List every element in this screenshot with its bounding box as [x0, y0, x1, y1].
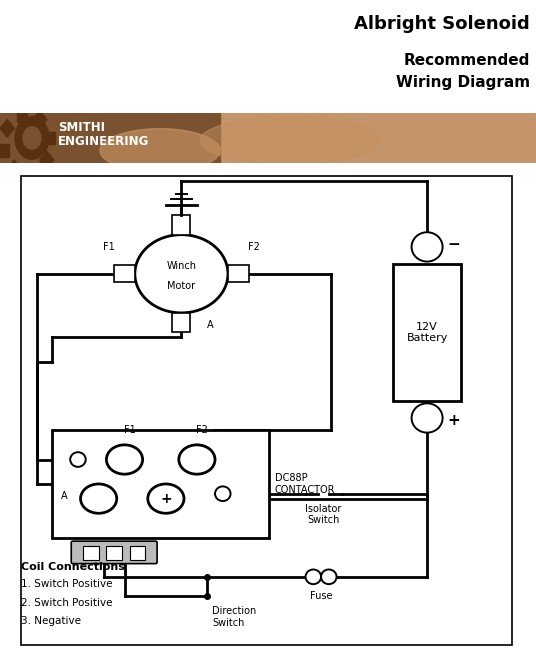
- Bar: [83, 546, 99, 560]
- Text: −: −: [448, 237, 460, 252]
- Ellipse shape: [107, 445, 143, 474]
- Bar: [7, 160, 21, 178]
- Bar: [173, 313, 190, 332]
- Text: +: +: [448, 413, 460, 428]
- Circle shape: [412, 403, 443, 433]
- Text: SMITHI
ENGINEERING: SMITHI ENGINEERING: [58, 121, 150, 148]
- Ellipse shape: [100, 128, 220, 172]
- Text: Fuse: Fuse: [310, 591, 332, 601]
- Circle shape: [306, 569, 321, 584]
- Bar: [17, 109, 27, 122]
- Ellipse shape: [179, 445, 215, 474]
- Text: F2: F2: [196, 425, 208, 435]
- Bar: [40, 151, 54, 169]
- Circle shape: [321, 569, 337, 584]
- Text: Recommended
Wiring Diagram: Recommended Wiring Diagram: [396, 53, 530, 90]
- Text: Motor: Motor: [167, 281, 196, 291]
- Bar: [0, 113, 220, 163]
- Text: +: +: [160, 491, 172, 505]
- Circle shape: [412, 232, 443, 261]
- Bar: [45, 132, 55, 144]
- Ellipse shape: [135, 235, 228, 313]
- Text: A: A: [207, 320, 214, 330]
- Text: F1: F1: [124, 425, 136, 435]
- Text: 3. Negative: 3. Negative: [21, 616, 81, 626]
- Bar: [107, 546, 122, 560]
- Ellipse shape: [80, 484, 117, 513]
- Bar: [27, 167, 37, 179]
- Ellipse shape: [148, 484, 184, 513]
- Circle shape: [23, 127, 41, 149]
- Circle shape: [15, 117, 49, 159]
- Text: 12V
Battery: 12V Battery: [406, 322, 448, 343]
- Bar: [130, 546, 145, 560]
- Ellipse shape: [200, 117, 380, 164]
- Circle shape: [70, 452, 86, 467]
- Text: Winch: Winch: [166, 261, 196, 271]
- Bar: [52, 430, 270, 538]
- Bar: [114, 265, 135, 283]
- Circle shape: [215, 486, 230, 501]
- Text: Coil Connections: Coil Connections: [21, 562, 125, 572]
- Bar: [393, 264, 461, 401]
- Text: 2. Switch Positive: 2. Switch Positive: [21, 598, 113, 608]
- FancyBboxPatch shape: [71, 541, 157, 564]
- Bar: [228, 265, 249, 283]
- Text: DC88P
CONTACTOR: DC88P CONTACTOR: [274, 473, 335, 495]
- Bar: [33, 110, 47, 128]
- Text: Isolator
Switch: Isolator Switch: [306, 503, 342, 525]
- Text: F1: F1: [103, 242, 115, 252]
- Bar: [173, 215, 190, 235]
- Bar: [0, 120, 14, 137]
- Text: Albright Solenoid: Albright Solenoid: [354, 15, 530, 33]
- Text: F2: F2: [248, 242, 260, 252]
- Text: Direction
Switch: Direction Switch: [212, 606, 257, 628]
- Text: 1. Switch Positive: 1. Switch Positive: [21, 579, 113, 589]
- Bar: [0, 144, 9, 157]
- Text: A: A: [61, 491, 68, 501]
